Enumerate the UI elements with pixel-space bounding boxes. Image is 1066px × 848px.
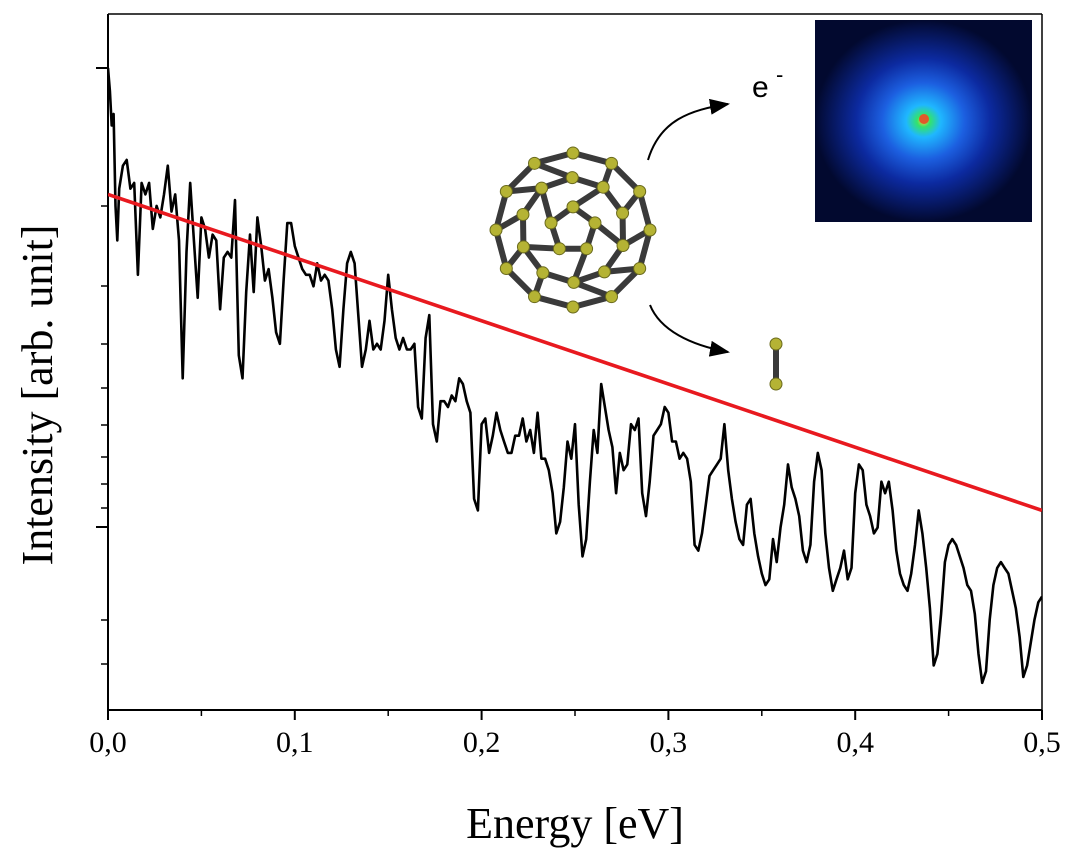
fullerene-atom — [633, 262, 647, 275]
fullerene-bond — [608, 160, 643, 195]
fullerene-bond — [636, 188, 653, 233]
fullerene-atom — [565, 171, 579, 185]
series-layer — [108, 67, 1042, 685]
x-tick-label: 0,0 — [89, 726, 127, 759]
fullerene-atom — [528, 290, 541, 304]
fullerene-molecule-icon — [489, 146, 657, 314]
electron-label: e — [752, 71, 769, 104]
fullerene-atom — [566, 300, 580, 314]
curved-arrow-icon — [647, 98, 730, 161]
fullerene-bond — [531, 160, 576, 181]
x-tick-label: 0,5 — [1023, 726, 1061, 759]
fullerene-bond — [531, 293, 576, 310]
fullerene-atom — [616, 238, 630, 252]
fullerene-atom — [597, 265, 611, 279]
y-ticks — [96, 67, 108, 665]
fullerene-bond — [636, 227, 653, 272]
fullerene-atom — [552, 242, 566, 256]
fullerene-atom — [643, 223, 657, 237]
fullerene-atom — [489, 223, 503, 237]
fullerene-atom — [536, 266, 550, 280]
fit-line — [108, 192, 1042, 513]
fullerene-atom — [516, 208, 530, 222]
x-axis-title: Energy [eV] — [466, 799, 684, 848]
x-tick-label: 0,3 — [650, 726, 688, 759]
fullerene-atom — [499, 185, 513, 198]
fullerene-bond — [503, 160, 538, 195]
dimer-molecule-icon — [769, 337, 783, 391]
fullerene-atom — [544, 216, 558, 230]
fullerene-atom — [499, 262, 513, 275]
fullerene-atom — [588, 216, 602, 230]
detector-image-icon — [815, 20, 1032, 222]
curved-arrow-icon — [649, 304, 730, 357]
axes: 0,0 0,1 0,2 0,3 0,4 0,5 — [89, 13, 1061, 759]
fullerene-atom — [605, 156, 618, 170]
fullerene-atom — [633, 185, 647, 198]
fullerene-bond — [493, 188, 510, 233]
fullerene-atom — [605, 290, 618, 304]
fullerene-atom — [567, 275, 581, 289]
fullerene-atom — [516, 240, 530, 254]
fullerene-atom — [566, 200, 580, 214]
x-tick-label: 0,2 — [463, 726, 501, 759]
data-series-line — [108, 67, 1042, 685]
electron-superscript: - — [776, 62, 783, 87]
x-tick-label: 0,4 — [836, 726, 874, 759]
fullerene-bond — [570, 150, 615, 167]
x-tick-label: 0,1 — [276, 726, 314, 759]
fullerene-bond — [503, 265, 538, 300]
fullerene-atom — [596, 180, 610, 194]
fullerene-atom — [528, 156, 541, 170]
fullerene-atom — [535, 181, 549, 195]
fullerene-bond — [608, 265, 643, 300]
fullerene-atom — [616, 206, 630, 220]
fullerene-bond — [493, 227, 510, 272]
fullerene-bond — [531, 150, 576, 167]
fullerene-atom — [566, 146, 580, 160]
y-axis-title: Intensity [arb. unit] — [13, 225, 62, 566]
x-ticks: 0,0 0,1 0,2 0,3 0,4 0,5 — [89, 710, 1061, 759]
fullerene-atom — [580, 242, 594, 256]
fullerene-bond — [570, 279, 615, 300]
fullerene-bond — [570, 293, 615, 310]
